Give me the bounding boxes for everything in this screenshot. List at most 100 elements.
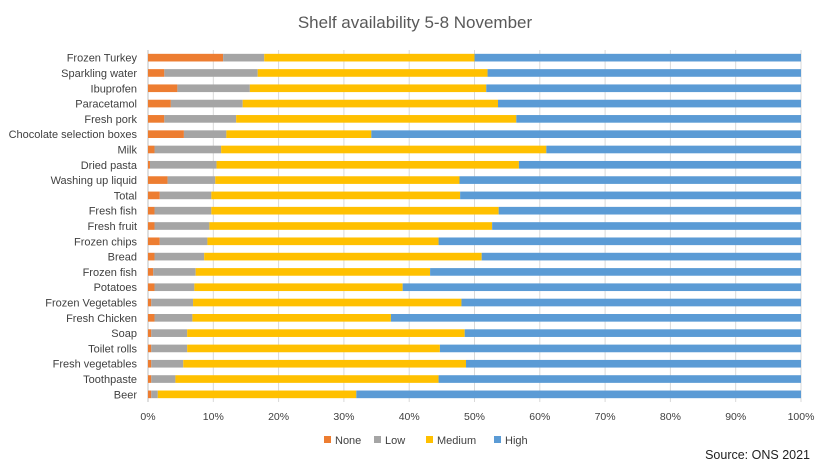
bar-segment: [148, 99, 171, 108]
bar-segment: [492, 222, 801, 230]
bar-segment: [204, 252, 482, 261]
x-tick-label: 20%: [268, 411, 289, 423]
bar-segment: [153, 268, 196, 276]
x-tick-label: 0%: [140, 411, 155, 423]
category-label: Chocolate selection boxes: [9, 129, 138, 141]
bar-segment: [154, 222, 210, 230]
x-tick-label: 40%: [399, 411, 420, 423]
category-label: Toothpaste: [83, 374, 137, 386]
bar-segment: [481, 252, 801, 261]
bar-segment: [148, 53, 224, 62]
category-label: Bread: [108, 252, 137, 264]
bar-segment: [151, 375, 176, 383]
bar-segment: [211, 206, 499, 215]
bar-segment: [438, 237, 801, 246]
category-label: Beer: [114, 389, 138, 401]
bar-segment: [148, 237, 160, 246]
bar-segment: [390, 314, 801, 322]
x-tick-label: 30%: [333, 411, 354, 423]
bar-segment: [183, 130, 227, 138]
bar-segment: [175, 375, 439, 383]
category-label: Soap: [111, 328, 137, 340]
bar-segment: [154, 314, 193, 322]
bar-segment: [192, 314, 391, 322]
bar-segment: [195, 268, 431, 276]
bar-segment: [164, 115, 237, 123]
bar-segment: [148, 206, 155, 215]
bar-segment: [486, 84, 801, 93]
legend-label: Low: [385, 435, 405, 447]
bar-segment: [546, 145, 801, 154]
bar-segment: [148, 160, 150, 169]
x-tick-label: 100%: [788, 411, 815, 423]
x-tick-label: 10%: [203, 411, 224, 423]
category-label: Milk: [117, 144, 137, 156]
bar-segment: [159, 237, 208, 246]
bar-segment: [154, 283, 195, 292]
legend-swatch: [426, 436, 433, 443]
bar-segment: [516, 115, 801, 123]
bar-segment: [438, 375, 801, 383]
bar-segment: [148, 344, 152, 353]
bar-segment: [151, 298, 194, 307]
legend-label: High: [505, 435, 528, 447]
bar-segment: [187, 329, 465, 337]
bar-segment: [151, 359, 184, 368]
bar-segment: [464, 329, 801, 337]
bar-segment: [157, 390, 357, 399]
bar-segment: [518, 160, 801, 169]
category-label: Paracetamol: [75, 99, 137, 111]
legend-swatch: [494, 436, 501, 443]
bar-segment: [148, 268, 154, 276]
bar-segment: [148, 191, 160, 200]
category-label: Toilet rolls: [88, 343, 137, 355]
bar-segment: [148, 375, 152, 383]
category-labels: Frozen Turkey Sparkling water Ibuprofen Par…: [9, 53, 138, 402]
category-label: Fresh fish: [89, 206, 137, 218]
bar-segment: [236, 115, 517, 123]
bar-segment: [498, 99, 801, 108]
category-label: Fresh pork: [84, 114, 137, 126]
bar-segment: [148, 314, 155, 322]
bar-segment: [151, 390, 158, 399]
bar-segment: [148, 145, 155, 154]
bar-segment: [148, 359, 152, 368]
bar-segment: [154, 206, 212, 215]
bar-segment: [215, 176, 460, 184]
bar-segment: [183, 359, 467, 368]
x-tick-label: 70%: [595, 411, 616, 423]
bar-segment: [177, 84, 250, 93]
bar-segment: [164, 69, 258, 77]
category-label: Dried pasta: [81, 160, 138, 172]
category-label: Total: [114, 190, 137, 202]
category-label: Potatoes: [94, 282, 138, 294]
bar-segment: [194, 283, 403, 292]
bar-segment: [460, 191, 801, 200]
chart-title: Shelf availability 5-8 November: [298, 13, 533, 32]
bar-segment: [148, 329, 152, 337]
legend-label: None: [335, 435, 361, 447]
bar-segment: [211, 191, 461, 200]
bar-segment: [148, 390, 152, 399]
category-label: Fresh vegetables: [53, 359, 138, 371]
bar-segment: [487, 69, 801, 77]
category-label: Frozen Turkey: [67, 53, 138, 65]
source-note: Source: ONS 2021: [705, 448, 810, 462]
legend-swatch: [374, 436, 381, 443]
bar-segment: [148, 115, 165, 123]
bar-segment: [148, 69, 165, 77]
bar-segment: [223, 53, 265, 62]
bar-segment: [461, 298, 801, 307]
bar-segment: [148, 298, 152, 307]
bar-segment: [159, 191, 212, 200]
bar-segment: [459, 176, 801, 184]
bar-segment: [148, 222, 155, 230]
category-label: Frozen Vegetables: [45, 298, 137, 310]
category-label: Frozen chips: [74, 236, 137, 248]
x-tick-label: 50%: [464, 411, 485, 423]
bar-segment: [221, 145, 547, 154]
bar-segment: [148, 84, 178, 93]
bar-segment: [170, 99, 243, 108]
